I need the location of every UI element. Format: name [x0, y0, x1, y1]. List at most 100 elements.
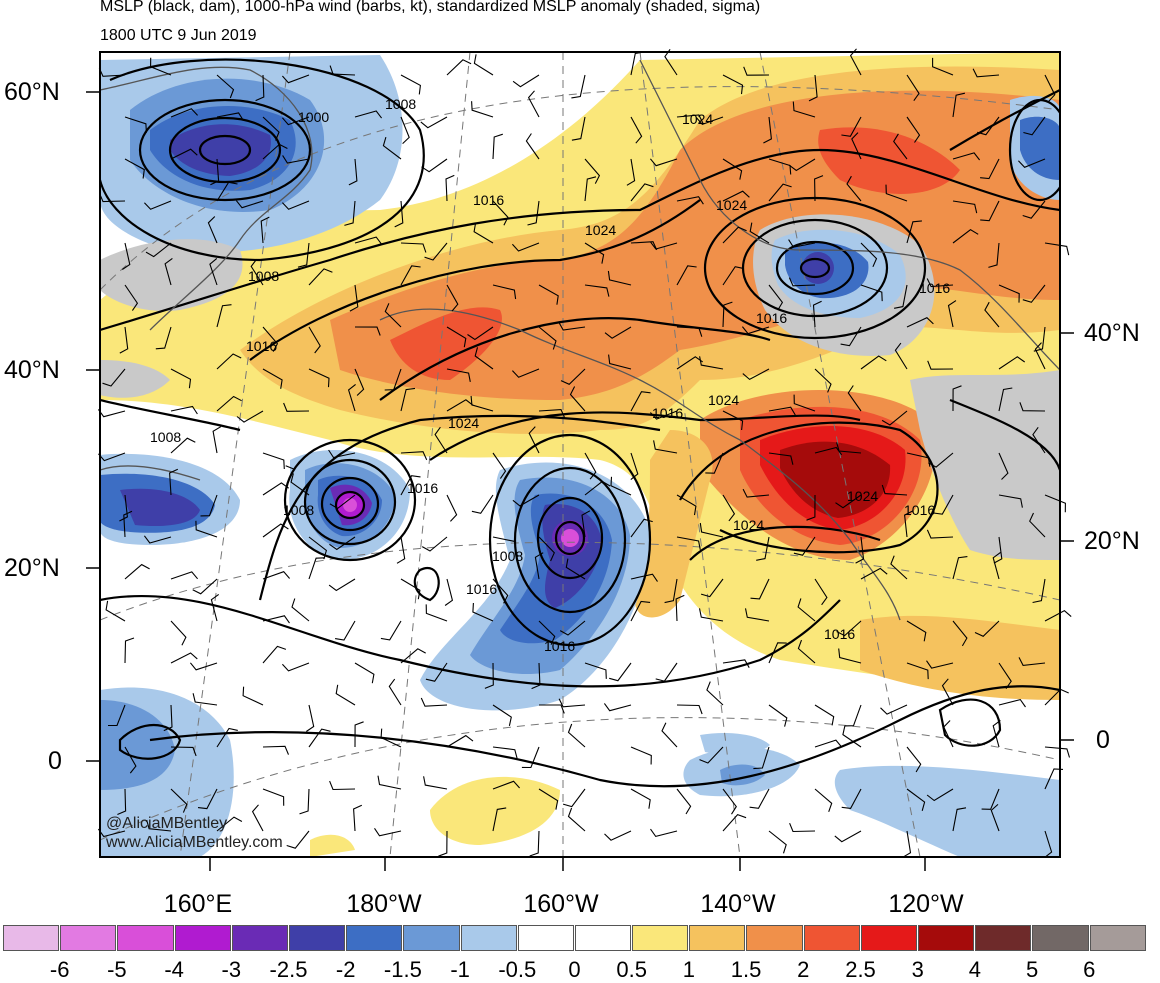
wind-barb	[262, 615, 290, 624]
wind-barb	[584, 176, 597, 202]
wind-barb	[722, 74, 744, 95]
colorbar-swatch	[460, 925, 517, 951]
wind-barb	[335, 684, 356, 706]
wind-barb	[571, 116, 586, 141]
wind-barb	[1033, 326, 1046, 352]
wind-barb	[608, 354, 632, 370]
contour-label: 1016	[756, 310, 787, 326]
wind-barb	[108, 704, 126, 727]
wind-barb	[444, 578, 454, 606]
wind-barb	[446, 326, 467, 348]
wind-barb	[421, 536, 448, 552]
lon-label-180w: 180°W	[346, 890, 422, 918]
wind-barb	[123, 510, 133, 538]
colorbar-swatch	[403, 925, 460, 951]
wind-barb	[1018, 158, 1046, 168]
contour-label: 1016	[246, 338, 277, 354]
wind-barb	[170, 108, 199, 118]
wind-barb	[169, 468, 179, 496]
wind-barb	[308, 326, 321, 354]
wind-barb	[283, 402, 310, 412]
wind-barb	[354, 110, 383, 119]
wind-barb	[388, 678, 402, 706]
wind-barb	[400, 74, 421, 95]
wind-barb	[768, 642, 787, 664]
wind-barb	[216, 74, 235, 99]
graticule	[100, 52, 1060, 857]
contour-label: 1016	[473, 192, 504, 208]
wind-barb	[400, 116, 410, 145]
wind-barb	[380, 620, 402, 641]
wind-barb	[722, 813, 747, 832]
wind-barb	[210, 593, 220, 622]
wind-barb	[630, 183, 654, 202]
wind-barb	[446, 284, 459, 312]
wind-barb	[192, 693, 218, 706]
wind-barb	[492, 578, 509, 604]
wind-barb	[102, 368, 126, 387]
wind-barb	[998, 662, 1012, 690]
wind-barb	[347, 383, 356, 412]
wind-barb	[698, 608, 724, 622]
wind-barb	[121, 242, 131, 270]
wind-barb	[282, 155, 310, 164]
wind-barb	[192, 578, 218, 595]
wind-barb	[308, 557, 326, 580]
wind-barb	[676, 788, 692, 815]
wind-barb	[328, 449, 356, 459]
wind-barb	[630, 51, 645, 76]
colorbar-swatch	[689, 925, 746, 951]
wind-barb	[565, 558, 586, 580]
wind-barb	[584, 242, 605, 264]
wind-barb	[974, 620, 1000, 637]
wind-barb	[98, 67, 126, 77]
wind-barb	[424, 242, 448, 261]
wind-barb	[170, 437, 196, 454]
lon-label-160e: 160°E	[163, 890, 233, 918]
wind-barb	[164, 257, 173, 286]
wind-barb	[855, 536, 865, 564]
wind-barb	[348, 158, 358, 186]
wind-barb	[849, 48, 862, 76]
wind-barb	[124, 746, 137, 774]
wind-barb	[753, 746, 770, 770]
wind-barb	[124, 637, 135, 664]
wind-barb	[722, 301, 733, 328]
wind-barb	[952, 556, 968, 580]
wind-barb	[511, 368, 540, 378]
wind-barb	[297, 242, 310, 268]
wind-barb	[700, 578, 724, 598]
wind-barb	[768, 406, 796, 416]
lat-label-right-0: 0	[1096, 726, 1110, 754]
wind-barb	[400, 242, 427, 253]
wind-barb	[768, 284, 784, 311]
axis-ticks	[86, 91, 1074, 871]
wind-barb	[567, 807, 586, 832]
wind-barb	[119, 326, 129, 354]
colorbar-swatch	[174, 925, 231, 951]
wind-barb	[559, 620, 586, 636]
wind-barb	[170, 620, 187, 646]
wind-barb	[836, 442, 862, 454]
wind-barb	[842, 725, 862, 748]
contour-label: 1008	[385, 96, 416, 112]
wind-barb	[980, 158, 1000, 180]
wind-barb	[675, 594, 685, 622]
wind-barb	[562, 788, 586, 808]
wind-barb	[893, 284, 908, 309]
wind-barb	[906, 220, 922, 244]
wind-barb	[584, 452, 597, 480]
wind-barb	[262, 788, 285, 806]
wind-barb	[1022, 200, 1046, 219]
wind-barb	[200, 494, 218, 517]
wind-barb	[705, 452, 724, 474]
wind-barb	[538, 409, 566, 419]
contour-label: 1024	[716, 197, 747, 213]
wind-barb	[308, 368, 330, 388]
wind-barb	[353, 804, 363, 832]
wind-barb	[768, 452, 794, 465]
wind-barb	[492, 284, 517, 300]
wind-barb	[492, 452, 507, 479]
contour-label: 1008	[248, 268, 279, 284]
wind-barb	[993, 536, 1003, 564]
